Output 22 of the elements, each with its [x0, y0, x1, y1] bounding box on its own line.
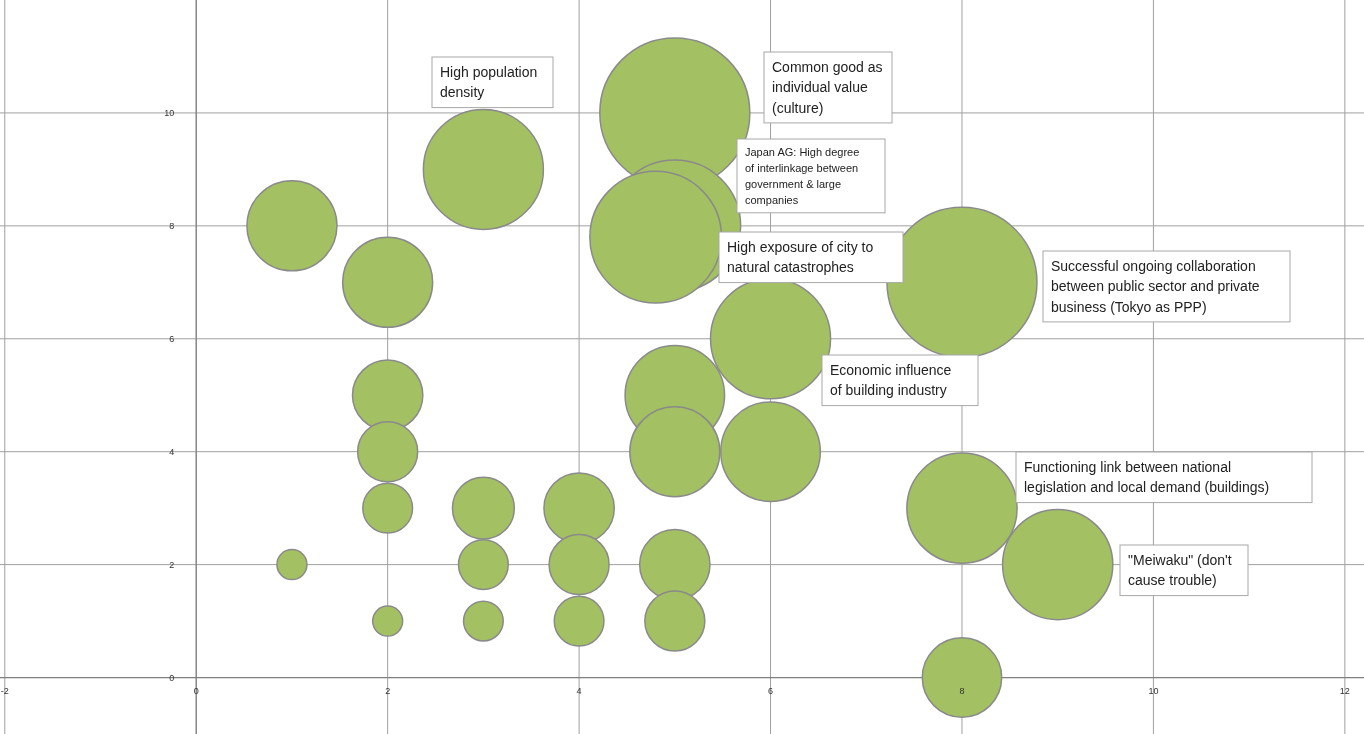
y-tick-label: 0	[169, 672, 175, 683]
x-tick-label: 4	[576, 685, 582, 696]
x-tick-label: -2	[0, 685, 9, 696]
x-tick-label: 0	[193, 685, 199, 696]
annotation: Common good as individual value (culture)	[772, 59, 883, 116]
annotation: Successful ongoing collaboration between public sector and private business (Tokyo as PPP)	[1051, 258, 1260, 315]
y-tick-label: 6	[169, 333, 175, 344]
x-tick-label: 2	[385, 685, 391, 696]
y-tick-label: 2	[169, 559, 175, 570]
x-tick-label: 8	[959, 685, 965, 696]
x-tick-label: 12	[1339, 685, 1350, 696]
annotation: Economic influence of building industry	[830, 362, 952, 399]
annotation: Japan AG: High degree of interlinkage between government & large companies	[745, 146, 860, 206]
annotation: High population density	[440, 64, 538, 101]
y-tick-label: 4	[169, 446, 175, 457]
annotation: "Meiwaku" (don't cause trouble)	[1128, 552, 1232, 589]
annotation: Functioning link between national legislation and local demand (buildings)	[1024, 459, 1270, 496]
x-tick-label: 10	[1148, 685, 1159, 696]
y-tick-label: 10	[164, 107, 175, 118]
y-tick-label: 8	[169, 220, 175, 231]
x-tick-label: 6	[768, 685, 774, 696]
annotation: High exposure of city to natural catastrophes	[727, 239, 874, 276]
